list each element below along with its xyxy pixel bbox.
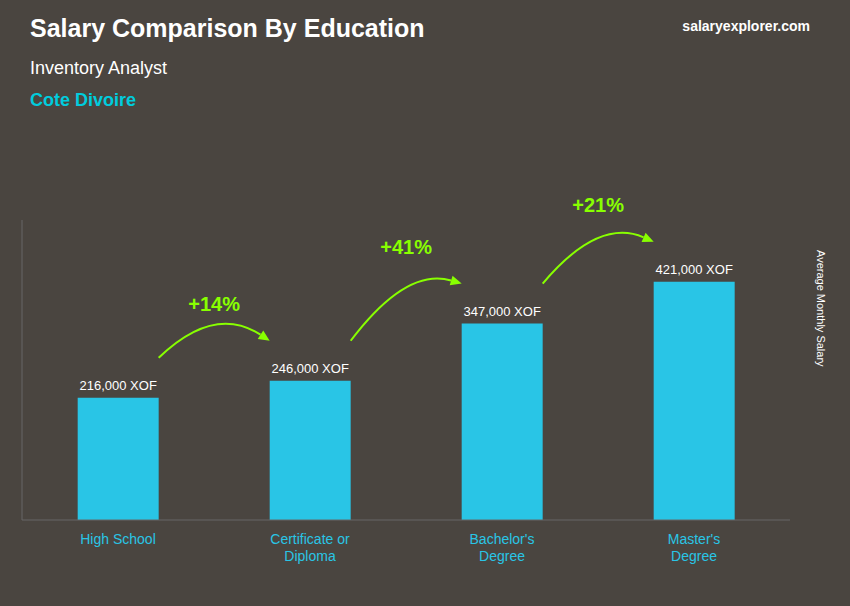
- svg-text:216,000 XOF: 216,000 XOF: [80, 378, 157, 393]
- svg-text:Master'sDegree: Master'sDegree: [668, 531, 720, 564]
- svg-text:246,000 XOF: 246,000 XOF: [272, 361, 349, 376]
- svg-text:High School: High School: [80, 531, 156, 547]
- svg-text:Certificate orDiploma: Certificate orDiploma: [270, 531, 350, 564]
- svg-text:+41%: +41%: [380, 236, 432, 258]
- svg-text:347,000 XOF: 347,000 XOF: [464, 304, 541, 319]
- html-text:Average Monthly Salary: Average Monthly Salary: [815, 250, 827, 367]
- svg-text:421,000 XOF: 421,000 XOF: [656, 262, 733, 277]
- svg-text:+14%: +14%: [188, 293, 240, 315]
- html-text:Inventory Analyst: Inventory Analyst: [30, 58, 168, 78]
- svg-text:+21%: +21%: [572, 194, 624, 216]
- html-text:Cote Divoire: Cote Divoire: [30, 90, 136, 110]
- html-text:Salary Comparison By Education: Salary Comparison By Education: [30, 14, 425, 42]
- svg-text:Bachelor'sDegree: Bachelor'sDegree: [470, 531, 535, 564]
- html-text:salaryexplorer.com: salaryexplorer.com: [682, 18, 810, 34]
